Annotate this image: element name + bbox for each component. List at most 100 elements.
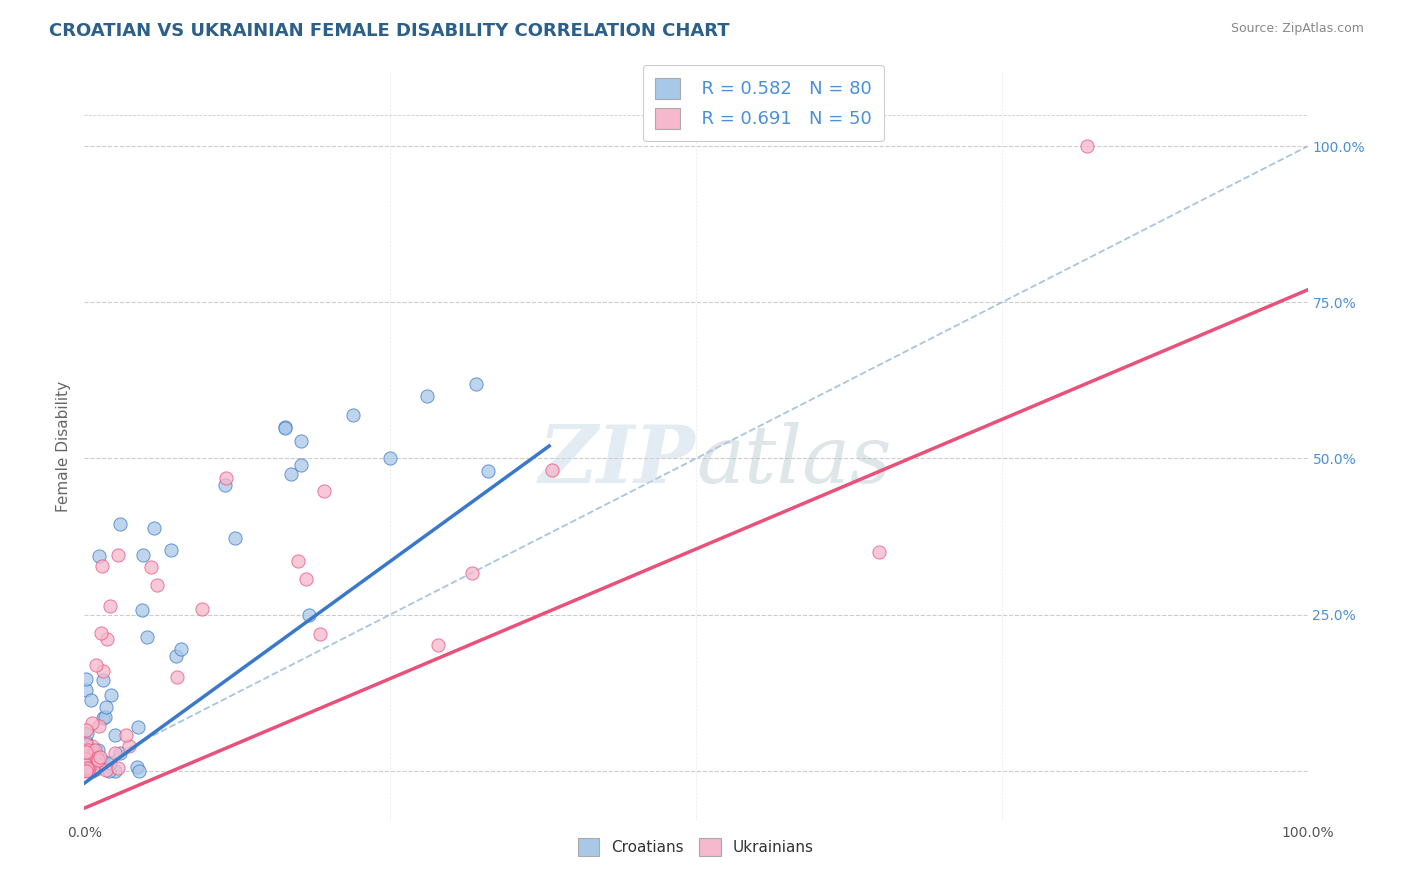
Point xyxy=(191,601,214,615)
Point xyxy=(309,627,332,641)
Point xyxy=(83,743,105,757)
Point xyxy=(135,630,157,644)
Point xyxy=(80,746,103,760)
Point xyxy=(91,754,114,768)
Point xyxy=(82,764,104,778)
Point xyxy=(94,710,117,724)
Point xyxy=(273,420,295,434)
Point xyxy=(380,451,402,466)
Point xyxy=(77,761,100,775)
Point xyxy=(86,757,108,772)
Point xyxy=(104,746,127,760)
Point xyxy=(86,750,108,764)
Point xyxy=(125,760,148,774)
Point xyxy=(75,735,97,749)
Point xyxy=(75,764,97,778)
Point xyxy=(75,737,97,751)
Point xyxy=(82,756,104,770)
Point xyxy=(118,739,141,753)
Point xyxy=(127,720,149,734)
Point xyxy=(90,626,112,640)
Point xyxy=(80,744,103,758)
Point xyxy=(80,715,103,730)
Text: ZIP: ZIP xyxy=(538,422,696,500)
Point xyxy=(82,762,104,776)
Point xyxy=(80,747,103,761)
Point xyxy=(75,754,97,768)
Point xyxy=(75,763,97,777)
Point xyxy=(77,761,100,775)
Point xyxy=(75,758,97,772)
Point xyxy=(96,763,118,777)
Point xyxy=(76,757,98,772)
Point xyxy=(82,759,104,773)
Point xyxy=(75,672,97,686)
Point xyxy=(214,478,236,492)
Point xyxy=(160,543,183,558)
Point xyxy=(541,463,564,477)
Point xyxy=(461,566,484,580)
Point xyxy=(77,746,100,760)
Legend: Croatians, Ukrainians: Croatians, Ukrainians xyxy=(572,832,820,862)
Point xyxy=(93,711,115,725)
Point xyxy=(80,757,103,772)
Point xyxy=(94,699,117,714)
Point xyxy=(82,746,104,760)
Point xyxy=(82,743,104,757)
Point xyxy=(87,753,110,767)
Point xyxy=(80,764,103,778)
Point xyxy=(75,757,97,772)
Point xyxy=(75,756,97,771)
Point xyxy=(108,516,131,531)
Point xyxy=(224,531,246,545)
Point xyxy=(98,599,121,614)
Point xyxy=(96,632,118,647)
Point xyxy=(75,756,97,770)
Point xyxy=(869,545,891,559)
Point xyxy=(128,764,150,778)
Point xyxy=(76,762,98,776)
Point xyxy=(290,458,312,472)
Point xyxy=(98,756,121,771)
Point xyxy=(143,520,166,534)
Point xyxy=(274,421,297,435)
Point xyxy=(107,761,129,775)
Point xyxy=(477,464,499,478)
Point xyxy=(75,723,97,738)
Point xyxy=(87,719,110,733)
Point xyxy=(107,549,129,563)
Text: CROATIAN VS UKRAINIAN FEMALE DISABILITY CORRELATION CHART: CROATIAN VS UKRAINIAN FEMALE DISABILITY … xyxy=(49,22,730,40)
Point xyxy=(170,641,193,656)
Point xyxy=(76,751,98,765)
Text: Source: ZipAtlas.com: Source: ZipAtlas.com xyxy=(1230,22,1364,36)
Point xyxy=(75,735,97,749)
Point xyxy=(75,752,97,766)
Point xyxy=(75,763,97,777)
Point xyxy=(166,670,188,684)
Point xyxy=(464,376,486,391)
Point xyxy=(91,664,114,678)
Point xyxy=(295,572,318,586)
Point xyxy=(76,743,98,757)
Point xyxy=(75,758,97,772)
Point xyxy=(76,756,98,771)
Point xyxy=(75,741,97,756)
Point xyxy=(77,759,100,773)
Point xyxy=(84,748,107,763)
Point xyxy=(75,742,97,756)
Point xyxy=(84,762,107,776)
Point xyxy=(89,749,111,764)
Point xyxy=(75,757,97,772)
Point xyxy=(342,408,364,422)
Point xyxy=(75,762,97,776)
Point xyxy=(76,763,98,777)
Point xyxy=(91,558,114,573)
Point xyxy=(290,434,312,448)
Point xyxy=(76,761,98,775)
Point xyxy=(77,763,100,777)
Point xyxy=(104,764,127,778)
Point xyxy=(165,649,187,664)
Point xyxy=(75,764,97,778)
Point xyxy=(75,751,97,765)
Point xyxy=(80,764,103,778)
